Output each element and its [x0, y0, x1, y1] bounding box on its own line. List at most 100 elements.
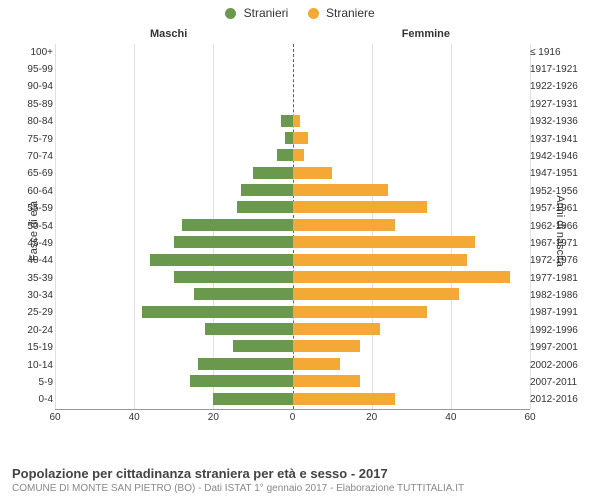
year-label: 1952-1956 — [530, 185, 580, 199]
legend: Stranieri Straniere — [0, 0, 600, 20]
chart-area: Maschi Femmine Fasce di età Anni di nasc… — [0, 28, 600, 433]
age-label: 15-19 — [25, 341, 53, 355]
pyramid-row — [55, 253, 530, 270]
legend-item-male: Stranieri — [225, 6, 288, 20]
age-label: 40-44 — [25, 254, 53, 268]
year-label: 1942-1946 — [530, 150, 580, 164]
bar-female — [293, 201, 428, 213]
legend-label-female: Straniere — [326, 6, 375, 20]
year-label: 1937-1941 — [530, 133, 580, 147]
bar-female — [293, 149, 305, 161]
x-tick-label: 40 — [445, 412, 456, 423]
bar-male — [194, 288, 293, 300]
bar-female — [293, 115, 301, 127]
bar-female — [293, 132, 309, 144]
age-label: 85-89 — [25, 98, 53, 112]
year-label: 1957-1961 — [530, 202, 580, 216]
pyramid-row — [55, 392, 530, 409]
pyramid-row — [55, 374, 530, 391]
pyramid-row — [55, 148, 530, 165]
column-header-male: Maschi — [150, 28, 187, 40]
bar-male — [174, 271, 293, 283]
pyramid-row — [55, 131, 530, 148]
bar-male — [281, 115, 293, 127]
age-label: 80-84 — [25, 115, 53, 129]
bar-male — [190, 375, 293, 387]
bar-male — [241, 184, 292, 196]
age-label: 10-14 — [25, 359, 53, 373]
bar-male — [150, 254, 293, 266]
pyramid-row — [55, 322, 530, 339]
pyramid-row — [55, 218, 530, 235]
x-tick-label: 60 — [524, 412, 535, 423]
bar-female — [293, 271, 511, 283]
pyramid-row — [55, 287, 530, 304]
age-label: 25-29 — [25, 306, 53, 320]
pyramid-row — [55, 44, 530, 61]
caption: Popolazione per cittadinanza straniera p… — [12, 466, 588, 494]
column-header-female: Femmine — [402, 28, 450, 40]
year-label: 1982-1986 — [530, 289, 580, 303]
chart-container: Stranieri Straniere Maschi Femmine Fasce… — [0, 0, 600, 500]
legend-item-female: Straniere — [308, 6, 375, 20]
pyramid-row — [55, 305, 530, 322]
age-label: 75-79 — [25, 133, 53, 147]
pyramid-row — [55, 235, 530, 252]
bar-female — [293, 393, 396, 405]
bar-female — [293, 288, 459, 300]
bar-male — [142, 306, 292, 318]
pyramid-row — [55, 200, 530, 217]
age-label: 20-24 — [25, 324, 53, 338]
age-label: 55-59 — [25, 202, 53, 216]
bar-male — [285, 132, 293, 144]
pyramid-row — [55, 357, 530, 374]
pyramid-row — [55, 339, 530, 356]
bar-female — [293, 306, 428, 318]
age-label: 5-9 — [25, 376, 53, 390]
year-label: 1977-1981 — [530, 272, 580, 286]
bar-male — [174, 236, 293, 248]
bar-female — [293, 184, 388, 196]
bar-female — [293, 323, 380, 335]
age-label: 95-99 — [25, 63, 53, 77]
bar-male — [233, 340, 292, 352]
year-label: 1932-1936 — [530, 115, 580, 129]
age-label: 60-64 — [25, 185, 53, 199]
caption-title: Popolazione per cittadinanza straniera p… — [12, 466, 588, 481]
age-label: 30-34 — [25, 289, 53, 303]
year-label: 1917-1921 — [530, 63, 580, 77]
x-tick-label: 60 — [49, 412, 60, 423]
bar-male — [253, 167, 293, 179]
bar-female — [293, 358, 341, 370]
legend-swatch-male — [225, 8, 236, 19]
year-label: 1997-2001 — [530, 341, 580, 355]
year-label: 1992-1996 — [530, 324, 580, 338]
pyramid-row — [55, 79, 530, 96]
bar-male — [213, 393, 292, 405]
pyramid-row — [55, 61, 530, 78]
age-label: 65-69 — [25, 167, 53, 181]
x-axis: 6040200204060 — [55, 409, 530, 423]
age-label: 90-94 — [25, 80, 53, 94]
bar-female — [293, 340, 360, 352]
x-tick-label: 20 — [208, 412, 219, 423]
year-label: 1922-1926 — [530, 80, 580, 94]
year-label: 2002-2006 — [530, 359, 580, 373]
bar-female — [293, 254, 467, 266]
pyramid-row — [55, 96, 530, 113]
pyramid-row — [55, 270, 530, 287]
age-label: 70-74 — [25, 150, 53, 164]
year-label: 1972-1976 — [530, 254, 580, 268]
plot-area — [55, 44, 530, 409]
pyramid-row — [55, 183, 530, 200]
age-label: 0-4 — [25, 393, 53, 407]
bar-male — [205, 323, 292, 335]
x-tick-label: 20 — [366, 412, 377, 423]
bar-female — [293, 236, 475, 248]
legend-label-male: Stranieri — [244, 6, 289, 20]
age-label: 100+ — [25, 46, 53, 60]
year-label: 1962-1966 — [530, 220, 580, 234]
bar-female — [293, 219, 396, 231]
bar-male — [277, 149, 293, 161]
bar-male — [182, 219, 293, 231]
